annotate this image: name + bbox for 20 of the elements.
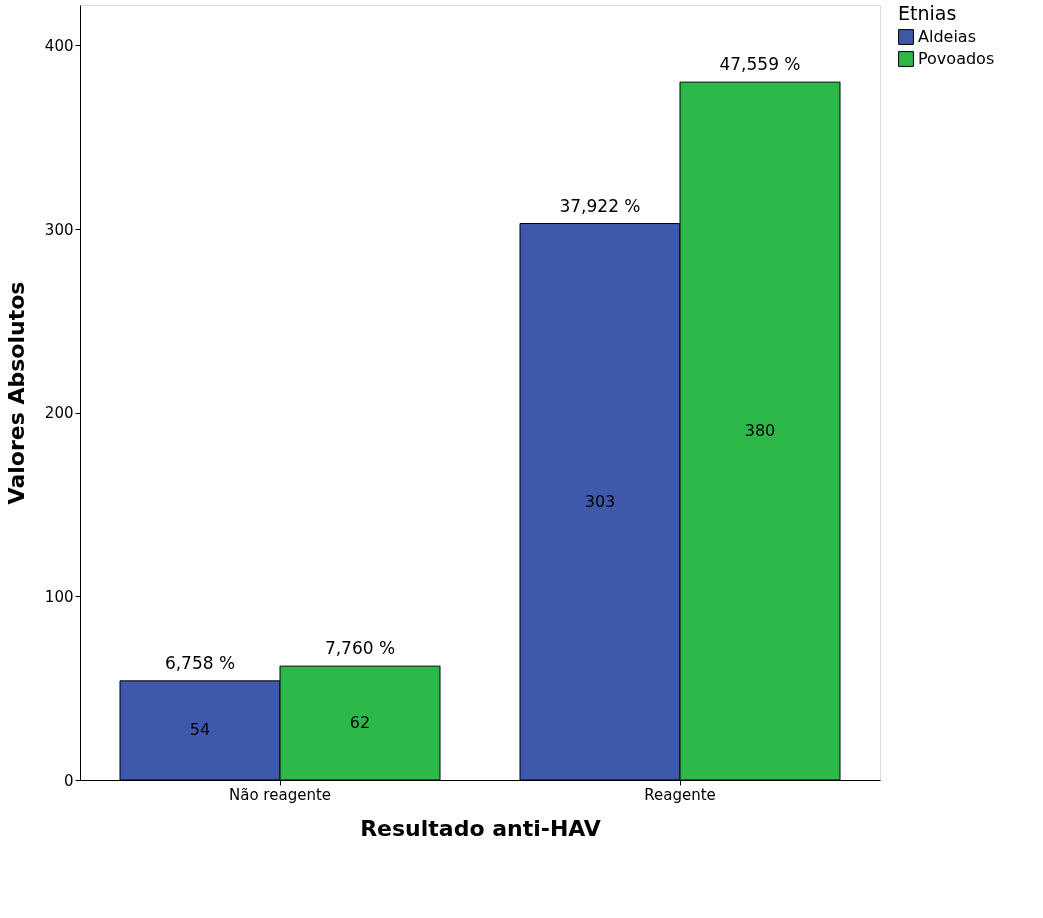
y-tick-label: 200 — [44, 404, 74, 423]
annotation: 47,559 % — [719, 54, 801, 75]
y-tick-label: 300 — [44, 220, 74, 239]
data-label: 62 — [349, 713, 371, 733]
y-tick-label: 400 — [44, 36, 74, 55]
legend-label: Aldeias — [918, 27, 976, 46]
x-tick-label: Reagente — [644, 785, 716, 804]
data-label: 380 — [744, 421, 776, 441]
x-axis-title: Resultado anti-HAV — [360, 815, 601, 841]
annotation: 7,760 % — [324, 638, 396, 659]
legend-title: Etnias — [898, 2, 957, 24]
annotation: 37,922 % — [559, 195, 641, 216]
x-tick-label: Não reagente — [229, 785, 331, 804]
annotation: 6,758 % — [164, 652, 236, 673]
y-axis-title: Valores Absolutos — [3, 281, 29, 505]
y-tick-label: 100 — [44, 587, 74, 606]
y-tick-label: 0 — [63, 771, 74, 790]
data-label: 303 — [584, 491, 616, 511]
data-label: 54 — [189, 720, 211, 740]
legend-label: Povoados — [918, 49, 995, 68]
